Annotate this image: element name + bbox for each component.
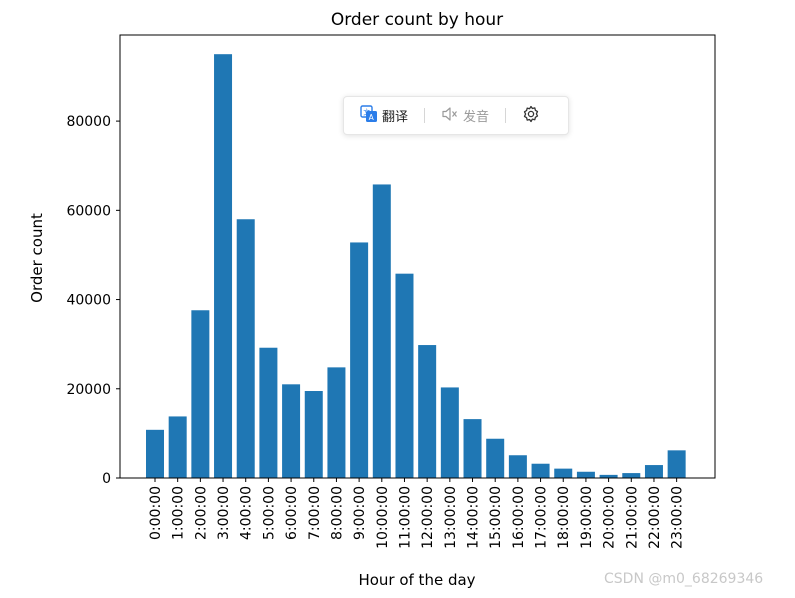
x-tick-label: 8:00:00 [329, 486, 345, 540]
bar-10:00:00 [372, 184, 391, 478]
x-tick-label: 2:00:00 [193, 486, 209, 540]
toolbar-divider [505, 108, 507, 123]
bar-17:00:00 [531, 463, 550, 478]
x-tick-label: 7:00:00 [307, 486, 323, 540]
bar-22:00:00 [644, 465, 663, 478]
gear-icon [522, 105, 540, 127]
bar-4:00:00 [236, 219, 255, 479]
bar-7:00:00 [304, 391, 323, 478]
x-tick-label: 14:00:00 [466, 486, 482, 549]
translate-button[interactable]: 文 A 翻译 [360, 104, 409, 127]
bar-11:00:00 [395, 273, 414, 478]
x-tick-label: 22:00:00 [647, 486, 663, 549]
x-tick-label: 23:00:00 [670, 486, 686, 549]
y-tick-label: 60000 [66, 203, 111, 219]
watermark: CSDN @m0_68269346 [604, 571, 764, 587]
x-tick-label: 9:00:00 [352, 486, 368, 540]
x-tick-label: 15:00:00 [488, 486, 504, 549]
bar-21:00:00 [622, 473, 641, 478]
x-tick-label: 1:00:00 [171, 486, 187, 540]
bar-9:00:00 [350, 242, 369, 478]
bar-15:00:00 [486, 438, 505, 478]
x-tick-label: 18:00:00 [556, 486, 572, 549]
x-axis-label: Hour of the day [358, 571, 475, 589]
bar-19:00:00 [576, 471, 595, 478]
bar-13:00:00 [440, 387, 459, 478]
bar-18:00:00 [554, 468, 573, 478]
y-tick-label: 0 [102, 471, 111, 487]
bar-3:00:00 [214, 54, 233, 478]
chart-title: Order count by hour [331, 10, 503, 30]
y-tick-label: 40000 [66, 293, 111, 309]
speaker-muted-icon [441, 106, 459, 126]
plot-frame [119, 34, 716, 479]
x-tick-label: 16:00:00 [511, 486, 527, 549]
x-tick-label: 10:00:00 [375, 486, 391, 549]
bar-20:00:00 [599, 474, 618, 478]
svg-text:文: 文 [363, 107, 370, 116]
x-tick-label: 3:00:00 [216, 486, 232, 540]
toolbar-divider [424, 108, 426, 123]
translate-icon: 文 A [360, 104, 378, 127]
speak-button[interactable]: 发音 [441, 106, 489, 126]
x-tick-label: 6:00:00 [284, 486, 300, 540]
x-tick-label: 5:00:00 [261, 486, 277, 540]
svg-text:A: A [369, 113, 375, 122]
x-tick-label: 4:00:00 [239, 486, 255, 540]
bar-2:00:00 [191, 310, 210, 478]
bar-1:00:00 [168, 416, 187, 478]
y-tick-label: 80000 [66, 114, 111, 130]
y-tick-label: 20000 [66, 382, 111, 398]
bar-0:00:00 [146, 429, 164, 478]
x-tick-label: 11:00:00 [397, 486, 413, 549]
x-tick-label: 21:00:00 [624, 486, 640, 549]
x-tick-label: 19:00:00 [579, 486, 595, 549]
translate-label: 翻译 [382, 110, 409, 125]
x-tick-label: 17:00:00 [534, 486, 550, 549]
bar-14:00:00 [463, 419, 482, 478]
bar-5:00:00 [259, 347, 278, 478]
speak-label: 发音 [463, 110, 490, 125]
bar-23:00:00 [667, 450, 686, 478]
settings-button[interactable] [522, 105, 540, 127]
x-tick-label: 12:00:00 [420, 486, 436, 549]
translation-toolbar: 文 A 翻译 发音 [343, 96, 569, 135]
bar-16:00:00 [508, 455, 527, 478]
bar-6:00:00 [282, 384, 301, 478]
y-axis-label: Order count [28, 213, 46, 303]
x-tick-label: 13:00:00 [443, 486, 459, 549]
bar-12:00:00 [418, 345, 437, 478]
bar-8:00:00 [327, 367, 346, 478]
x-tick-label: 20:00:00 [602, 486, 618, 549]
x-tick-label: 0:00:00 [148, 486, 164, 540]
